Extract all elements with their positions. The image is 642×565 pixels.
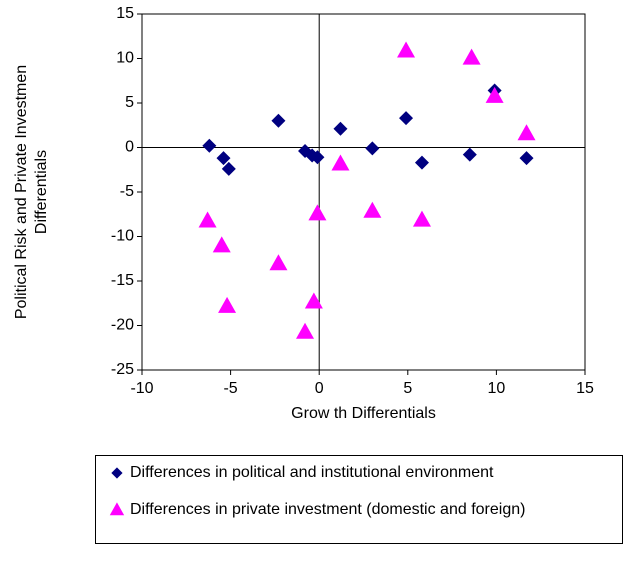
legend-item: Differences in private investment (domes… [108, 499, 570, 521]
triangle-point [485, 86, 504, 103]
triangle-point [462, 48, 481, 65]
y-tick-label: 0 [125, 139, 134, 156]
y-tick-label: -15 [111, 272, 134, 289]
y-tick-label: -20 [111, 317, 134, 334]
diamond-point [202, 138, 217, 153]
triangle-point [109, 502, 125, 516]
legend: Differences in political and institution… [95, 455, 623, 544]
triangle-point [296, 322, 315, 339]
x-tick-label: 5 [403, 380, 412, 397]
diamond-point [310, 150, 325, 165]
triangle-point [304, 292, 323, 309]
plot-area [141, 13, 586, 371]
x-tick-label: -5 [223, 380, 237, 397]
diamond-point [399, 111, 414, 126]
chart: -25 -20 -15 -10 -5 0 5 10 15 -10 -5 0 5 10 15 Grow th D… [13, 5, 594, 422]
y-axis-label: Differentials [33, 150, 50, 234]
diamond-point [414, 155, 429, 170]
triangle-point [517, 124, 536, 141]
y-tick-label: 5 [125, 94, 134, 111]
triangle-point [308, 204, 327, 221]
x-tick-label: -10 [130, 380, 153, 397]
y-tick-label: 15 [116, 5, 134, 22]
y-tick-label: 10 [116, 50, 134, 67]
triangle-point [269, 254, 288, 271]
y-axis-label: Political Risk and Private Investmen [13, 65, 30, 319]
diamond-point [333, 121, 348, 136]
diamond-point [271, 113, 286, 128]
legend-label: Differences in political and institution… [130, 464, 494, 481]
legend-label: Differences in private investment (domes… [130, 501, 526, 518]
x-axis-label: Grow th Differentials [291, 405, 436, 422]
diamond-point [365, 141, 380, 156]
diamond-point [216, 151, 231, 166]
triangle-point [412, 210, 431, 227]
triangle-point [198, 211, 217, 228]
x-tick-label: 15 [576, 380, 594, 397]
y-tick-label: -5 [120, 183, 134, 200]
diamond-point [221, 161, 236, 176]
legend-icon [109, 502, 125, 516]
legend-item: Differences in political and institution… [108, 462, 570, 484]
x-tick-label: 0 [315, 380, 324, 397]
triangle-point [212, 236, 231, 253]
triangle-point [397, 41, 416, 58]
triangle-point [363, 201, 382, 218]
y-tick-label: -10 [111, 228, 134, 245]
diamond-point [519, 151, 534, 166]
x-tick-label: 10 [488, 380, 506, 397]
legend-icon [111, 467, 123, 479]
triangle-point [218, 296, 237, 313]
diamond-point [111, 467, 123, 479]
triangle-point [331, 154, 350, 171]
diamond-point [462, 147, 477, 162]
y-tick-label: -25 [111, 361, 134, 378]
